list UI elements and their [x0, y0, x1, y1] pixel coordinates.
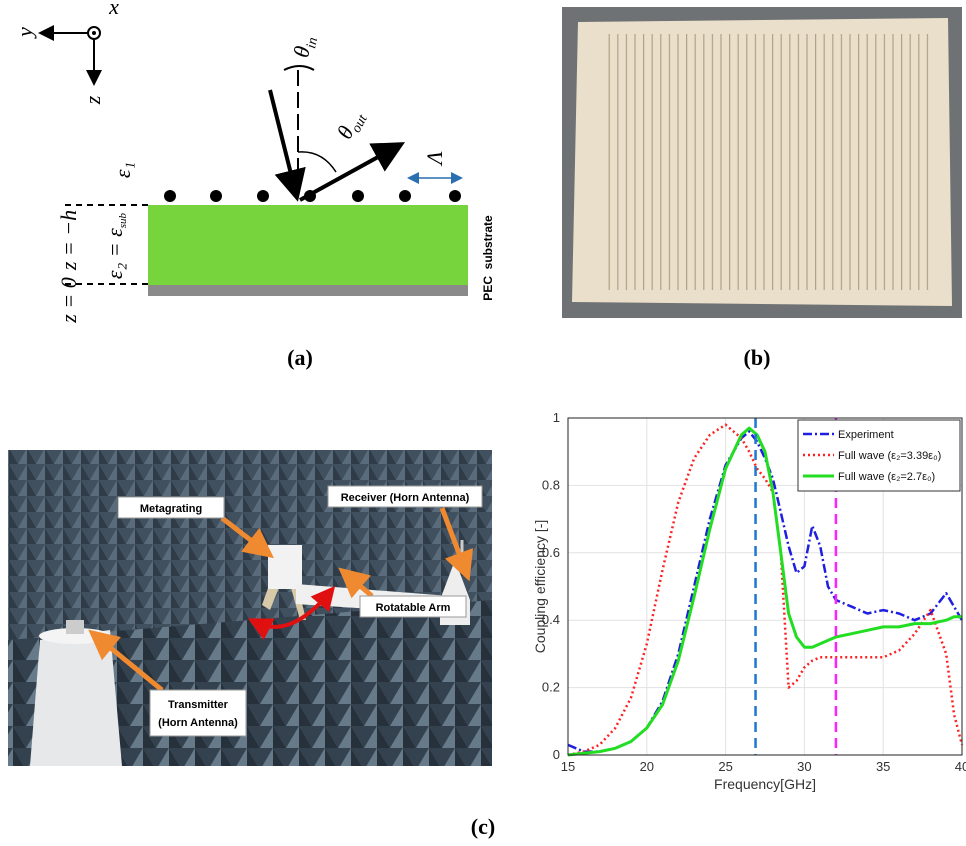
- axis-z-label: z: [80, 95, 105, 105]
- axis-x-label: x: [108, 0, 119, 19]
- x-tick-label: 40: [955, 759, 966, 774]
- theta-out-label: θout: [332, 105, 372, 145]
- z-top-label: z = −h: [56, 210, 81, 271]
- theta-subscript: in: [304, 36, 321, 50]
- transmitter-horn: [66, 620, 84, 634]
- x-tick-label: 35: [876, 759, 890, 774]
- substrate-label: PEC substrate: [481, 215, 495, 301]
- board-slots: [604, 34, 932, 290]
- panel-c-photo: Metagrating Receiver (Horn Antenna) Rota…: [8, 450, 492, 766]
- panel-b: (b): [562, 7, 962, 370]
- eps2-base: ε₂ = ε: [102, 228, 127, 279]
- figure: y x z θin θout Λ ε₁ z = −h ε₂ = εsub z =…: [0, 0, 966, 846]
- x-axis-dot: [92, 31, 96, 35]
- panel-label: (a): [287, 345, 313, 370]
- z-bottom-label: z = 0: [56, 277, 81, 323]
- panel-a: y x z θin θout Λ ε₁ z = −h ε₂ = εsub z =…: [12, 0, 495, 370]
- period-label: Λ: [422, 151, 447, 167]
- angle-arc: [284, 66, 314, 70]
- pec-layer: [148, 285, 468, 296]
- panel-label: (b): [744, 345, 771, 370]
- panel-label: (c): [471, 814, 495, 839]
- x-tick-label: 30: [797, 759, 811, 774]
- x-tick-label: 25: [718, 759, 732, 774]
- y-tick-label: 0: [553, 747, 560, 762]
- x-tick-label: 20: [640, 759, 654, 774]
- substrate: [148, 205, 468, 285]
- label-box: [150, 690, 246, 736]
- photo-label: (Horn Antenna): [158, 717, 238, 729]
- y-tick-label: 0.8: [542, 477, 560, 492]
- transmitter-stand: [30, 630, 122, 766]
- x-tick-label: 15: [561, 759, 575, 774]
- axis-y-label: y: [12, 27, 37, 39]
- legend-label: Full wave (ε₂=3.39ε₀): [838, 450, 941, 462]
- wires: [164, 190, 461, 202]
- metagrating-sample: [268, 545, 302, 589]
- x-axis-label: Frequency[GHz]: [714, 776, 816, 792]
- eps2-subscript: sub: [117, 212, 129, 228]
- photo-label: Receiver (Horn Antenna): [341, 492, 470, 504]
- photo-label: Transmitter: [168, 699, 229, 711]
- eps2-label: ε₂ = εsub: [102, 212, 129, 279]
- incident-arrow: [270, 90, 296, 194]
- y-tick-label: 0.2: [542, 680, 560, 695]
- y-axis-label: Coupling efficiency [-]: [532, 520, 548, 654]
- angle-arc: [298, 152, 336, 172]
- photo-label: Rotatable Arm: [376, 602, 451, 614]
- y-tick-label: 1: [553, 410, 560, 425]
- legend-label: Experiment: [838, 429, 894, 441]
- theta-in-label: θin: [288, 33, 321, 60]
- legend-label: Full wave (ε₂=2.7ε₀): [838, 471, 935, 483]
- photo-label: Metagrating: [140, 503, 202, 515]
- eps1-label: ε₁: [110, 162, 135, 178]
